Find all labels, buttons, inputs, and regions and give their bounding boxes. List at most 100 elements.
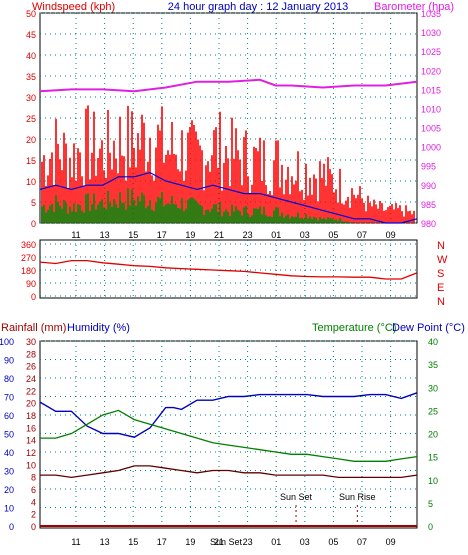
wind-y-tick-label: 15 bbox=[26, 156, 36, 166]
rainfall-y-tick-label: 4 bbox=[31, 497, 36, 507]
wind-x-tick-label: 19 bbox=[185, 230, 195, 240]
rainfall-y-tick-label: 30 bbox=[26, 337, 36, 347]
wind-x-tick-label: 09 bbox=[386, 230, 396, 240]
rainfall-y-tick-label: 10 bbox=[26, 460, 36, 470]
rainfall-y-tick-label: 24 bbox=[26, 374, 36, 384]
climate-x-tick-label: 23 bbox=[243, 537, 253, 547]
wind-y-tick-label: 40 bbox=[26, 51, 36, 61]
wind-y-tick-label: 25 bbox=[26, 114, 36, 124]
wind-direction-series bbox=[39, 259, 418, 280]
barometer-y-tick-label: 980 bbox=[421, 219, 436, 229]
rainfall-y-tick-label: 26 bbox=[26, 362, 36, 372]
humidity-y-tick-label: 100 bbox=[0, 337, 14, 347]
humidity-y-tick-label: 70 bbox=[4, 393, 14, 403]
wind-x-tick-label: 01 bbox=[271, 230, 281, 240]
direction-y-tick-label: 270 bbox=[21, 253, 36, 263]
climate-x-tick-label: 17 bbox=[157, 537, 167, 547]
rainfall-y-tick-label: 2 bbox=[31, 510, 36, 520]
barometer-y-tick-label: 1020 bbox=[421, 66, 441, 76]
temperature-y-tick-label: 5 bbox=[428, 499, 433, 509]
humidity-axis-label: Humidity (%) bbox=[67, 322, 130, 334]
humidity-y-tick-label: 40 bbox=[4, 448, 14, 458]
barometer-y-tick-label: 1000 bbox=[421, 143, 441, 153]
rainfall-y-tick-label: 16 bbox=[26, 423, 36, 433]
wind-y-tick-label: 50 bbox=[26, 9, 36, 19]
climate-x-tick-label: 01 bbox=[271, 537, 281, 547]
wind-y-tick-label: 0 bbox=[31, 219, 36, 229]
climate-x-tick-label: 11 bbox=[71, 537, 80, 547]
wind-y-tick-label: 5 bbox=[31, 198, 36, 208]
temperature-y-tick-label: 15 bbox=[428, 453, 438, 463]
dew-point-series bbox=[40, 465, 418, 479]
wind-x-tick-label: 15 bbox=[128, 230, 138, 240]
direction-y-tick-label: 90 bbox=[26, 279, 36, 289]
barometer-series bbox=[39, 78, 418, 93]
wind-x-tick-label: 21 bbox=[214, 230, 224, 240]
humidity-y-tick-label: 20 bbox=[4, 485, 14, 495]
humidity-y-tick-label: 90 bbox=[4, 356, 14, 366]
sun-annotation: Sun Rise bbox=[339, 492, 376, 502]
humidity-y-tick-label: 50 bbox=[4, 430, 14, 440]
barometer-y-tick-label: 1010 bbox=[421, 104, 441, 114]
temperature-y-tick-label: 10 bbox=[428, 476, 438, 486]
temperature-y-tick-label: 35 bbox=[428, 360, 438, 370]
rainfall-y-tick-label: 22 bbox=[26, 386, 36, 396]
wind-average-series bbox=[39, 171, 418, 224]
humidity-series bbox=[39, 392, 418, 438]
climate-x-tick-label: 19 bbox=[185, 537, 195, 547]
rainfall-y-tick-label: 6 bbox=[31, 485, 36, 495]
rainfall-y-tick-label: 0 bbox=[31, 522, 36, 532]
barometer-y-tick-label: 985 bbox=[421, 200, 436, 210]
humidity-y-tick-label: 10 bbox=[4, 504, 14, 514]
climate-panel-frame bbox=[39, 340, 418, 529]
humidity-y-tick-label: 60 bbox=[4, 411, 14, 421]
climate-x-tick-label: 09 bbox=[386, 537, 396, 547]
temperature-y-tick-label: 20 bbox=[428, 430, 438, 440]
wind-x-tick-label: 07 bbox=[357, 230, 367, 240]
compass-label: S bbox=[437, 268, 444, 280]
humidity-y-tick-label: 80 bbox=[4, 374, 14, 384]
wind-gust-series bbox=[41, 105, 415, 223]
rainfall-axis-label: Rainfall (mm) bbox=[1, 322, 66, 334]
wind-x-tick-label: 17 bbox=[157, 230, 167, 240]
barometer-y-tick-label: 1015 bbox=[421, 85, 441, 95]
wind-x-tick-label: 11 bbox=[71, 230, 80, 240]
direction-y-tick-label: 360 bbox=[21, 240, 36, 250]
temperature-y-tick-label: 30 bbox=[428, 383, 438, 393]
barometer-y-tick-label: 990 bbox=[421, 181, 436, 191]
rainfall-y-tick-label: 28 bbox=[26, 349, 36, 359]
temperature-y-tick-label: 40 bbox=[428, 337, 438, 347]
temperature-axis-label: Temperature (°C) bbox=[312, 322, 396, 334]
barometer-y-tick-label: 1030 bbox=[421, 28, 441, 38]
rainfall-y-tick-label: 8 bbox=[31, 473, 36, 483]
sun-annotation: Sun Set bbox=[280, 492, 313, 502]
chart-title: 24 hour graph day : 12 January 2013 bbox=[168, 1, 348, 13]
wind-y-tick-label: 35 bbox=[26, 72, 36, 82]
compass-label: W bbox=[437, 254, 448, 266]
wind-x-tick-label: 23 bbox=[243, 230, 253, 240]
wind-y-tick-label: 20 bbox=[26, 135, 36, 145]
temperature-y-tick-label: 0 bbox=[428, 522, 433, 532]
compass-label: N bbox=[437, 296, 445, 308]
windspeed-axis-label: Windspeed (kph) bbox=[32, 1, 115, 13]
wind-x-tick-label: 03 bbox=[300, 230, 310, 240]
climate-x-tick-label: 15 bbox=[128, 537, 138, 547]
climate-x-tick-label: 21 bbox=[214, 537, 224, 547]
climate-x-tick-label: 03 bbox=[300, 537, 310, 547]
temperature-series bbox=[40, 409, 418, 462]
barometer-y-tick-label: 1005 bbox=[421, 124, 441, 134]
climate-x-tick-label: 07 bbox=[357, 537, 367, 547]
dew-point-axis-label: Dew Point (°C) bbox=[392, 322, 465, 334]
barometer-axis-label: Barometer (hpa) bbox=[374, 1, 454, 13]
humidity-y-tick-label: 0 bbox=[9, 522, 14, 532]
direction-y-tick-label: 180 bbox=[21, 266, 36, 276]
direction-y-tick-label: 0 bbox=[31, 292, 36, 302]
rainfall-y-tick-label: 12 bbox=[26, 448, 36, 458]
barometer-y-tick-label: 1025 bbox=[421, 47, 441, 57]
barometer-y-tick-label: 1035 bbox=[421, 9, 441, 19]
rainfall-y-tick-label: 20 bbox=[26, 399, 36, 409]
compass-label: E bbox=[437, 282, 444, 294]
wind-y-tick-label: 45 bbox=[26, 30, 36, 40]
wind-x-tick-label: 13 bbox=[100, 230, 110, 240]
